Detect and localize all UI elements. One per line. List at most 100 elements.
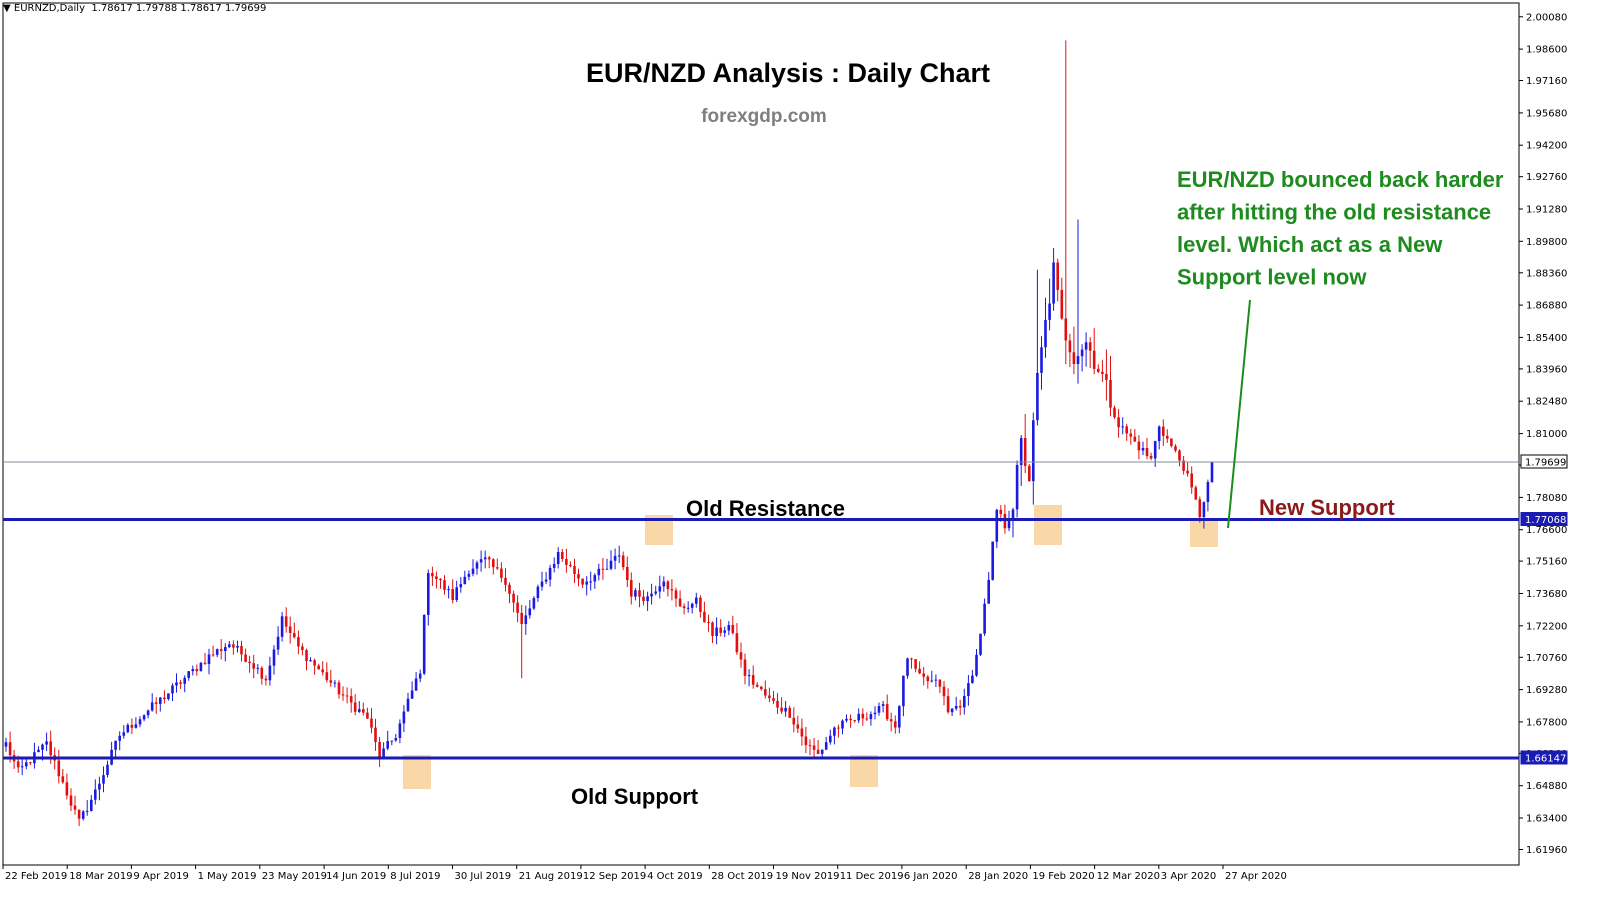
candle (1137, 435, 1141, 460)
candle (849, 714, 852, 728)
y-tick-label: 1.97160 (1526, 76, 1567, 87)
candle (138, 716, 142, 728)
candle (337, 680, 341, 699)
candle (431, 566, 434, 586)
y-tick-label: 1.91280 (1526, 205, 1567, 216)
x-tick-label: 12 Sep 2019 (583, 871, 646, 882)
candle (1153, 440, 1157, 467)
y-tick-label: 1.89800 (1526, 237, 1567, 248)
x-tick-label: 23 May 2019 (262, 871, 327, 882)
candle (1023, 414, 1027, 473)
price-tag-label: 1.79699 (1525, 458, 1566, 469)
candle (1028, 464, 1031, 482)
candle (37, 746, 40, 753)
candle (1149, 452, 1153, 461)
candle (520, 604, 523, 679)
candle (1182, 456, 1185, 475)
candle (504, 568, 507, 592)
price-tag (1520, 454, 1568, 469)
candle (1097, 364, 1100, 373)
candle (130, 718, 134, 734)
commentary-line: level. Which act as a New (1177, 232, 1443, 257)
candle (215, 648, 219, 658)
candle (995, 508, 999, 548)
y-tick-label: 1.67800 (1526, 717, 1567, 728)
candle (556, 547, 560, 569)
candle (1121, 417, 1124, 435)
candle (309, 657, 312, 662)
candle (45, 732, 48, 751)
candle (1170, 438, 1173, 448)
candle (1076, 219, 1080, 384)
candle (102, 766, 105, 793)
candle (61, 769, 65, 784)
x-tick-label: 18 Mar 2019 (69, 871, 132, 882)
candle (1202, 501, 1206, 529)
candle (358, 701, 361, 713)
candle (695, 592, 698, 608)
candle (33, 742, 36, 769)
candle (715, 617, 718, 645)
candle (747, 669, 751, 687)
y-tick-label: 1.69280 (1526, 685, 1567, 696)
candle (500, 562, 503, 583)
candle (492, 558, 495, 575)
dropdown-arrow-icon[interactable]: ▼ (3, 3, 11, 14)
candle (126, 723, 130, 734)
commentary-line: Support level now (1177, 265, 1367, 290)
candle (788, 705, 791, 719)
candle (118, 731, 121, 751)
candle (1072, 326, 1076, 375)
x-tick-label: 21 Aug 2019 (519, 871, 583, 882)
candle (678, 590, 682, 607)
candle (146, 709, 150, 719)
candle (954, 696, 958, 711)
candle (1088, 337, 1092, 369)
candle (390, 740, 394, 746)
candle (536, 584, 540, 602)
x-tick-label: 28 Oct 2019 (711, 871, 773, 882)
candle (199, 661, 203, 672)
y-tick-label: 1.76600 (1526, 525, 1567, 536)
candle (349, 688, 353, 713)
candle (634, 588, 637, 601)
candle (236, 640, 239, 653)
candle (638, 582, 641, 608)
candle (366, 707, 369, 719)
ohlc-readout: 1.78617 1.79788 1.78617 1.79699 (91, 3, 267, 14)
candle (98, 776, 101, 801)
candle (597, 563, 601, 581)
candle (552, 557, 556, 573)
candle (764, 680, 767, 699)
candle (65, 773, 69, 800)
x-tick-label: 27 Apr 2020 (1225, 871, 1287, 882)
candle (841, 719, 844, 735)
candle (950, 708, 954, 716)
candle (142, 714, 146, 722)
candle (264, 675, 268, 686)
candle (902, 675, 905, 717)
y-tick-label: 1.83960 (1526, 364, 1567, 375)
candle (772, 690, 775, 704)
candle (260, 666, 264, 685)
candle (301, 643, 304, 656)
candle (853, 719, 856, 723)
candle (475, 560, 479, 575)
candle (776, 692, 779, 714)
candle (402, 705, 406, 732)
candle (1019, 435, 1023, 486)
candle (410, 681, 414, 699)
candle (1125, 423, 1128, 441)
chart-subtitle: forexgdp.com (701, 106, 827, 127)
candle (561, 549, 564, 562)
x-tick-label: 6 Jan 2020 (904, 871, 958, 882)
candle (159, 697, 162, 712)
y-tick-label: 1.88360 (1526, 268, 1567, 279)
x-tick-label: 3 Apr 2020 (1161, 871, 1216, 882)
x-tick-label: 19 Feb 2020 (1032, 871, 1094, 882)
x-tick-label: 1 May 2019 (198, 871, 257, 882)
candle (293, 622, 296, 639)
candle (122, 725, 126, 739)
candle (179, 680, 182, 689)
candle (894, 715, 897, 734)
